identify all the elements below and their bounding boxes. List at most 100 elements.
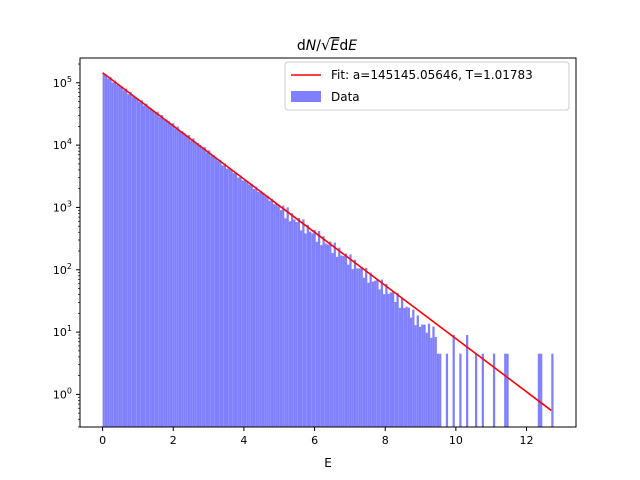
legend-data-label: Data xyxy=(331,90,360,104)
histogram-bar xyxy=(474,353,478,427)
histogram-bar xyxy=(154,113,157,427)
x-axis-label: E xyxy=(324,456,332,470)
histogram-bar xyxy=(187,135,191,427)
histogram-bar xyxy=(201,148,204,427)
title-slash: / xyxy=(316,38,321,54)
histogram-bar xyxy=(349,254,352,427)
histogram-bar xyxy=(333,242,336,427)
histogram-bar xyxy=(362,277,366,427)
y-tick-label: 102 xyxy=(53,262,72,277)
histogram-bar xyxy=(136,98,139,427)
histogram-bar xyxy=(246,182,249,427)
histogram-bar xyxy=(409,317,413,427)
histogram-bar xyxy=(338,247,341,427)
histogram-bar xyxy=(264,195,267,427)
histogram-bar xyxy=(391,292,395,427)
x-tick-label: 8 xyxy=(382,434,389,447)
histogram-bar xyxy=(279,210,283,427)
histogram-bars xyxy=(102,73,554,427)
histogram-bar xyxy=(239,175,242,427)
histogram-bar xyxy=(158,117,161,427)
histogram-bar xyxy=(102,73,105,427)
histogram-bar xyxy=(466,334,469,427)
histogram-bar xyxy=(273,204,276,427)
x-tick-label: 10 xyxy=(449,434,463,447)
x-tick-label: 4 xyxy=(240,434,247,447)
histogram-bar xyxy=(367,282,370,427)
histogram-bar xyxy=(196,143,200,427)
title-n: N xyxy=(306,38,317,54)
histogram-bar xyxy=(225,168,229,427)
chart-title: dN/√EdE xyxy=(297,36,357,54)
histogram-bar xyxy=(358,268,361,427)
histogram-bar xyxy=(286,207,289,427)
histogram-bar xyxy=(322,236,325,427)
histogram-bar xyxy=(208,150,211,427)
histogram-bar xyxy=(145,103,148,427)
histogram-bar xyxy=(176,126,179,427)
histogram-bar xyxy=(131,96,135,427)
histogram-bar xyxy=(138,101,141,427)
histogram-bar xyxy=(416,315,419,427)
histogram-bar xyxy=(365,267,368,427)
title-d2: d xyxy=(339,38,348,54)
histogram-bar xyxy=(297,217,301,427)
histogram-bar xyxy=(111,82,114,427)
histogram-bar xyxy=(205,152,209,427)
legend-data-swatch xyxy=(291,91,321,102)
histogram-bar xyxy=(371,281,375,427)
y-tick-label: 104 xyxy=(53,137,72,152)
histogram-bar xyxy=(149,108,152,427)
histogram-bar xyxy=(185,136,188,427)
histogram-bar xyxy=(300,230,303,427)
histogram-bar xyxy=(147,108,150,427)
histogram-bar xyxy=(129,92,132,427)
histogram-bar xyxy=(459,353,462,427)
histogram-bar xyxy=(241,180,244,427)
histogram-bar xyxy=(113,80,117,427)
x-tick-label: 0 xyxy=(99,434,106,447)
histogram-bar xyxy=(396,292,399,427)
histogram-bar xyxy=(335,256,339,427)
histogram-bar xyxy=(452,334,455,427)
histogram-bar xyxy=(125,88,128,427)
histogram-bar xyxy=(403,308,406,427)
histogram-bar xyxy=(432,326,435,427)
histogram-bar xyxy=(169,124,173,427)
x-axis-ticks: 0 2 4 6 8 10 12 xyxy=(99,427,534,447)
histogram-bar xyxy=(248,184,251,427)
histogram-bar xyxy=(257,191,260,427)
x-tick-label: 2 xyxy=(170,434,177,447)
histogram-bar xyxy=(380,279,384,427)
histogram-bar xyxy=(504,353,507,427)
histogram-bar xyxy=(172,123,175,427)
histogram-bar xyxy=(344,253,348,427)
histogram-bar xyxy=(214,157,218,427)
histogram-bar xyxy=(439,353,442,427)
histogram-bar xyxy=(414,325,417,427)
histogram-bar xyxy=(304,233,307,427)
title-e2: E xyxy=(348,38,357,54)
histogram-bar xyxy=(109,76,112,427)
histogram-bar xyxy=(210,155,213,427)
histogram-bar xyxy=(291,213,294,427)
histogram-bar xyxy=(250,183,253,427)
histogram-bar xyxy=(423,324,426,427)
histogram-bar xyxy=(376,279,379,427)
histogram-bar xyxy=(540,353,543,427)
title-e: E xyxy=(331,38,340,54)
histogram-bar xyxy=(219,159,222,427)
histogram-bar xyxy=(311,233,314,427)
histogram-bar xyxy=(378,289,381,427)
histogram-bar xyxy=(315,241,318,427)
histogram-bar xyxy=(293,219,296,427)
histogram-bar xyxy=(228,168,231,427)
histogram-bar xyxy=(107,78,110,427)
histogram-bar xyxy=(104,74,108,427)
histogram-bar xyxy=(430,337,433,427)
histogram-bar xyxy=(369,272,372,427)
histogram-bar xyxy=(492,353,496,427)
histogram-bar xyxy=(199,145,202,427)
histogram-bar xyxy=(506,353,509,427)
histogram-bar xyxy=(331,252,334,427)
